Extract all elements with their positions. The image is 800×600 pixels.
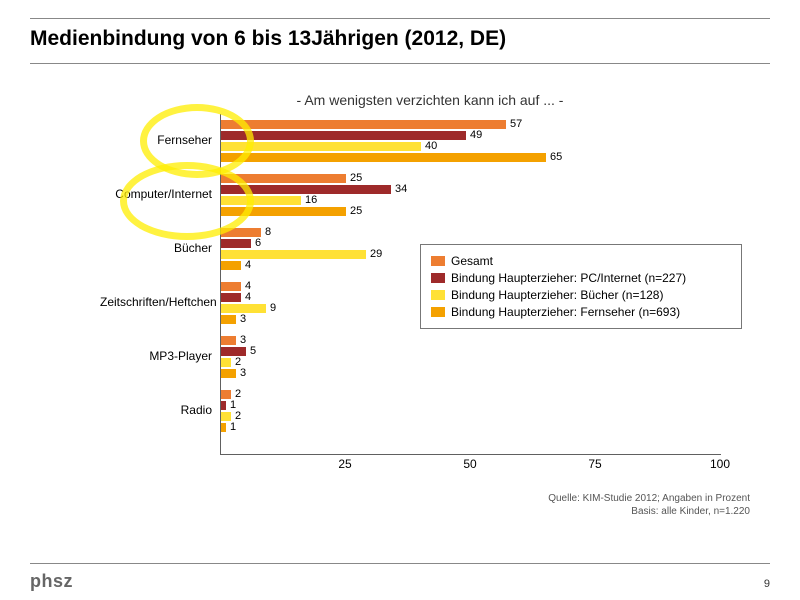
- bar: [221, 293, 241, 302]
- bar-value: 29: [370, 248, 382, 260]
- legend-label: Gesamt: [451, 254, 493, 268]
- page-title: Medienbindung von 6 bis 13Jährigen (2012…: [30, 27, 770, 51]
- bar: [221, 250, 366, 259]
- bar-value: 8: [265, 226, 271, 238]
- bar: [221, 261, 241, 270]
- category-label: Zeitschriften/Heftchen: [100, 295, 212, 309]
- bar-value: 25: [350, 172, 362, 184]
- chart-subtitle: - Am wenigsten verzichten kann ich auf .…: [100, 92, 760, 108]
- bar-value: 3: [240, 367, 246, 379]
- bar: [221, 131, 466, 140]
- bar: [221, 185, 391, 194]
- category-label: Fernseher: [100, 133, 212, 147]
- category-label: MP3-Player: [100, 349, 212, 363]
- page-number: 9: [764, 578, 770, 590]
- legend: Gesamt Bindung Haupterzieher: PC/Internet…: [420, 244, 742, 329]
- bar-value: 9: [270, 302, 276, 314]
- bar-value: 6: [255, 237, 261, 249]
- bar: [221, 369, 236, 378]
- bar-value: 40: [425, 140, 437, 152]
- legend-swatch: [431, 273, 445, 283]
- legend-label: Bindung Haupterzieher: Bücher (n=128): [451, 288, 663, 302]
- category-label: Bücher: [100, 241, 212, 255]
- chart-source: Quelle: KIM-Studie 2012; Angaben in Proz…: [548, 492, 750, 518]
- slide: Medienbindung von 6 bis 13Jährigen (2012…: [0, 0, 800, 600]
- logo-text: phsz: [30, 571, 73, 592]
- category-label: Computer/Internet: [100, 187, 212, 201]
- x-tick: 75: [588, 457, 601, 471]
- bar: [221, 358, 231, 367]
- bar-value: 49: [470, 129, 482, 141]
- category-label: Radio: [100, 403, 212, 417]
- x-tick: 25: [338, 457, 351, 471]
- legend-item: Bindung Haupterzieher: PC/Internet (n=22…: [431, 271, 731, 285]
- title-rule: [30, 63, 770, 64]
- legend-swatch: [431, 290, 445, 300]
- bar: [221, 196, 301, 205]
- top-rule: [30, 18, 770, 19]
- bar-value: 1: [230, 421, 236, 433]
- footer-rule: [30, 563, 770, 564]
- bar: [221, 347, 246, 356]
- bar: [221, 304, 266, 313]
- bar: [221, 120, 506, 129]
- bar-value: 3: [240, 313, 246, 325]
- legend-label: Bindung Haupterzieher: Fernseher (n=693): [451, 305, 680, 319]
- bar-value: 65: [550, 151, 562, 163]
- bar-value: 4: [245, 291, 251, 303]
- bar: [221, 336, 236, 345]
- legend-item: Bindung Haupterzieher: Bücher (n=128): [431, 288, 731, 302]
- bar: [221, 207, 346, 216]
- bar: [221, 315, 236, 324]
- legend-swatch: [431, 307, 445, 317]
- bar-value: 57: [510, 118, 522, 130]
- bar-value: 25: [350, 205, 362, 217]
- bar-value: 16: [305, 194, 317, 206]
- legend-item: Bindung Haupterzieher: Fernseher (n=693): [431, 305, 731, 319]
- bar-value: 4: [245, 259, 251, 271]
- chart-plot: 574940652534162586294449335232121 Fernse…: [100, 114, 760, 474]
- bar: [221, 412, 231, 421]
- source-line: Quelle: KIM-Studie 2012; Angaben in Proz…: [548, 492, 750, 505]
- bar: [221, 228, 261, 237]
- bar: [221, 153, 546, 162]
- source-line: Basis: alle Kinder, n=1.220: [548, 505, 750, 518]
- legend-swatch: [431, 256, 445, 266]
- chart: - Am wenigsten verzichten kann ich auf .…: [100, 92, 760, 474]
- x-tick: 50: [463, 457, 476, 471]
- legend-item: Gesamt: [431, 254, 731, 268]
- bar: [221, 239, 251, 248]
- bar: [221, 390, 231, 399]
- bar-value: 5: [250, 345, 256, 357]
- bar: [221, 423, 226, 432]
- bar: [221, 142, 421, 151]
- x-tick: 100: [710, 457, 730, 471]
- bar: [221, 282, 241, 291]
- bar: [221, 174, 346, 183]
- bar-value: 3: [240, 334, 246, 346]
- legend-label: Bindung Haupterzieher: PC/Internet (n=22…: [451, 271, 686, 285]
- bar-value: 34: [395, 183, 407, 195]
- bar: [221, 401, 226, 410]
